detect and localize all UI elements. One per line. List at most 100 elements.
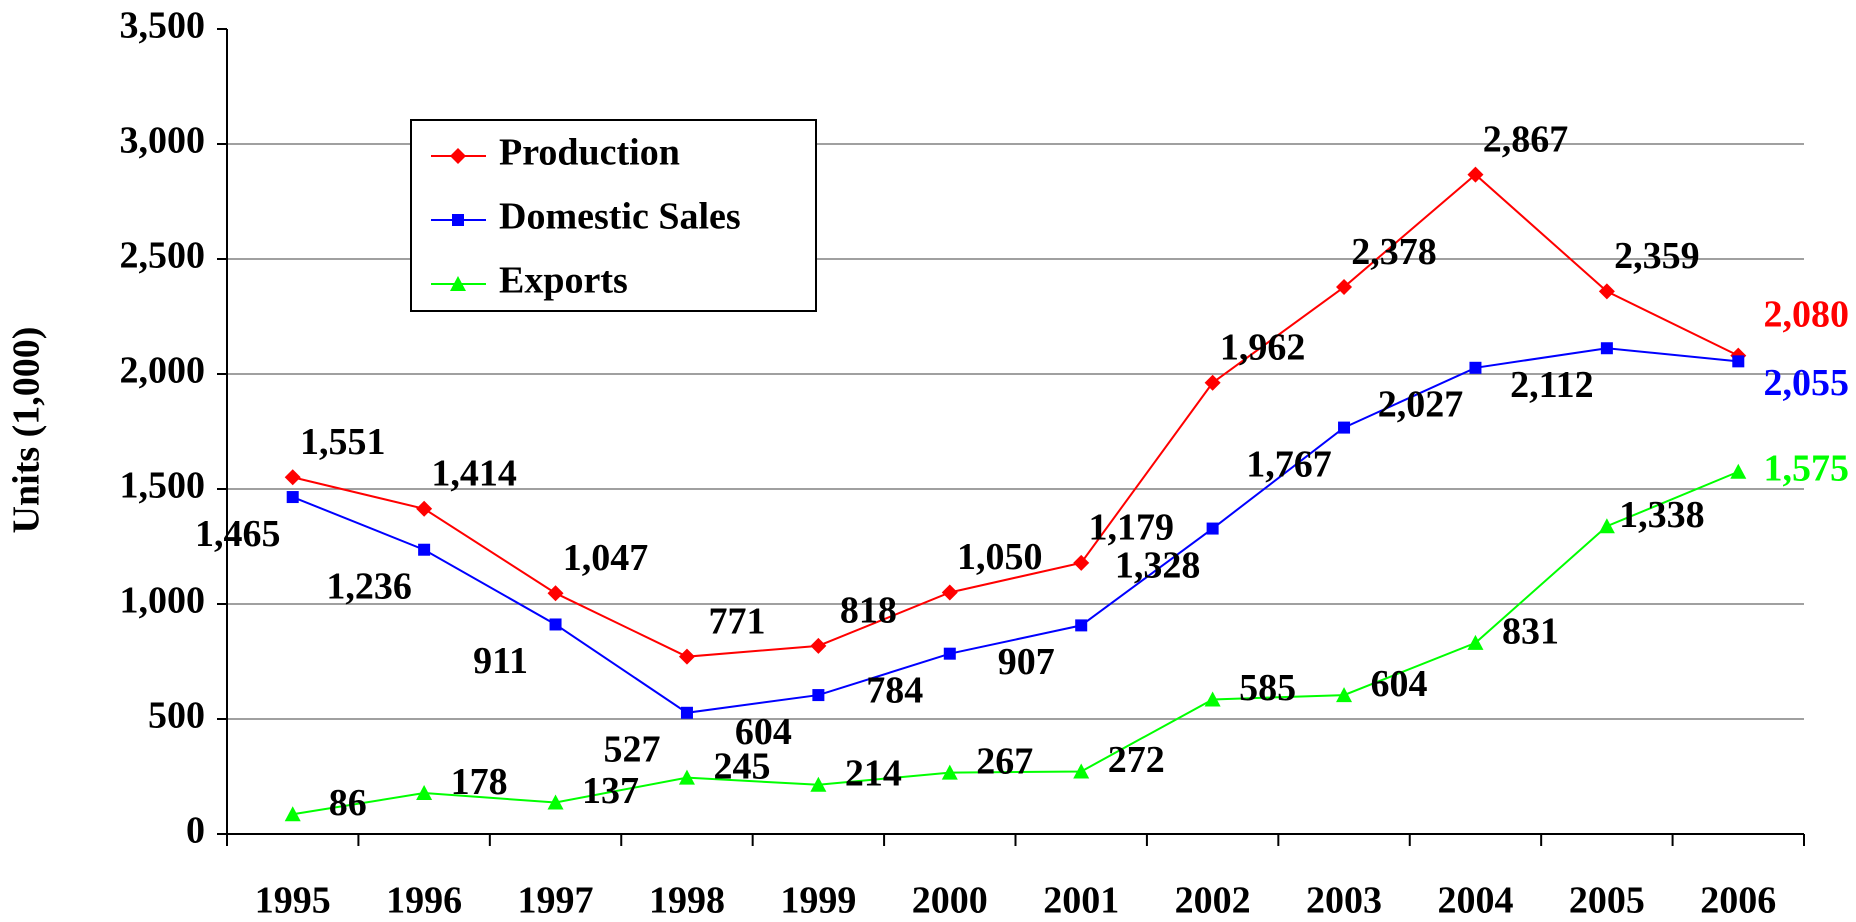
marker bbox=[810, 776, 827, 792]
marker bbox=[1204, 374, 1221, 391]
series-line bbox=[292, 173, 1739, 658]
marker bbox=[1467, 634, 1484, 650]
data-label: 1,050 bbox=[957, 536, 1043, 578]
marker bbox=[1204, 691, 1221, 707]
legend-label: Exports bbox=[499, 260, 628, 302]
y-tick-label: 1,500 bbox=[120, 465, 206, 507]
data-label: 1,551 bbox=[300, 421, 386, 463]
data-label: 86 bbox=[329, 782, 367, 824]
data-label: 1,179 bbox=[1088, 507, 1174, 549]
data-label: 2,080 bbox=[1764, 293, 1850, 335]
x-tick-label: 1995 bbox=[255, 880, 331, 922]
data-label: 2,112 bbox=[1510, 364, 1593, 406]
marker bbox=[1073, 763, 1090, 779]
marker bbox=[1336, 279, 1353, 296]
data-label: 604 bbox=[735, 711, 792, 753]
marker bbox=[284, 469, 301, 486]
data-label: 245 bbox=[713, 745, 770, 787]
data-label: 1,328 bbox=[1115, 544, 1201, 586]
marker bbox=[680, 706, 693, 719]
x-tick-label: 1997 bbox=[518, 880, 594, 922]
x-tick-label: 2002 bbox=[1175, 880, 1251, 922]
data-label: 1,047 bbox=[563, 537, 649, 579]
marker bbox=[810, 637, 827, 654]
marker bbox=[1600, 342, 1613, 355]
marker bbox=[450, 276, 466, 291]
marker bbox=[1730, 463, 1747, 479]
data-label: 1,767 bbox=[1246, 443, 1332, 485]
marker bbox=[286, 491, 299, 504]
y-tick-label: 1,000 bbox=[120, 580, 206, 622]
series-line bbox=[292, 347, 1739, 714]
data-label: 1,236 bbox=[326, 565, 412, 607]
data-label: 1,414 bbox=[431, 452, 517, 494]
data-label: 831 bbox=[1502, 611, 1559, 653]
x-tick-label: 1996 bbox=[386, 880, 462, 922]
y-axis-title: Units (1,000) bbox=[6, 327, 48, 534]
y-tick-label: 500 bbox=[148, 695, 205, 737]
marker bbox=[284, 806, 301, 822]
marker bbox=[547, 585, 564, 602]
data-label: 2,378 bbox=[1351, 231, 1437, 273]
data-label: 771 bbox=[708, 600, 765, 642]
data-label: 2,027 bbox=[1378, 384, 1464, 426]
marker bbox=[1469, 361, 1482, 374]
x-tick-label: 2006 bbox=[1700, 880, 1776, 922]
x-tick-label: 2005 bbox=[1569, 880, 1645, 922]
data-label: 2,359 bbox=[1614, 235, 1700, 277]
data-label: 604 bbox=[1371, 663, 1428, 705]
x-tick-label: 1998 bbox=[649, 880, 725, 922]
legend-label: Production bbox=[499, 132, 680, 174]
marker bbox=[1338, 421, 1351, 434]
x-tick-label: 2001 bbox=[1043, 880, 1119, 922]
marker bbox=[1467, 166, 1484, 183]
data-label: 272 bbox=[1108, 739, 1165, 781]
marker bbox=[1732, 355, 1745, 368]
data-label: 907 bbox=[998, 641, 1055, 683]
marker bbox=[1336, 687, 1353, 703]
y-tick-label: 2,000 bbox=[120, 350, 206, 392]
marker bbox=[812, 689, 825, 702]
x-tick-label: 2004 bbox=[1437, 880, 1513, 922]
data-label: 2,867 bbox=[1483, 118, 1569, 160]
data-label: 911 bbox=[473, 640, 528, 682]
marker bbox=[678, 769, 695, 785]
y-tick-label: 3,000 bbox=[120, 120, 206, 162]
series-line bbox=[292, 470, 1739, 816]
marker bbox=[678, 648, 695, 665]
y-tick-label: 0 bbox=[186, 810, 205, 852]
marker bbox=[1598, 283, 1615, 300]
marker bbox=[418, 543, 431, 556]
marker bbox=[416, 500, 433, 517]
marker bbox=[416, 785, 433, 801]
legend-box bbox=[410, 119, 817, 312]
marker bbox=[1075, 619, 1088, 632]
data-label: 2,055 bbox=[1764, 362, 1850, 404]
data-label: 214 bbox=[845, 752, 902, 794]
marker bbox=[549, 618, 562, 631]
data-label: 178 bbox=[451, 761, 508, 803]
data-label: 1,575 bbox=[1764, 447, 1850, 489]
data-label: 267 bbox=[976, 740, 1033, 782]
x-tick-label: 2000 bbox=[912, 880, 988, 922]
marker bbox=[452, 214, 464, 226]
marker bbox=[943, 647, 956, 660]
x-tick-label: 1999 bbox=[780, 880, 856, 922]
legend-label: Domestic Sales bbox=[499, 196, 741, 238]
marker bbox=[941, 584, 958, 601]
y-tick-label: 3,500 bbox=[120, 5, 206, 47]
marker bbox=[941, 764, 958, 780]
data-label: 1,465 bbox=[195, 513, 281, 555]
marker bbox=[1206, 522, 1219, 535]
marker bbox=[547, 794, 564, 810]
marker bbox=[1073, 554, 1090, 571]
y-tick-label: 2,500 bbox=[120, 235, 206, 277]
marker bbox=[450, 148, 466, 164]
data-label: 585 bbox=[1239, 667, 1296, 709]
marker bbox=[1598, 518, 1615, 534]
data-label: 527 bbox=[603, 729, 660, 771]
data-label: 1,338 bbox=[1619, 494, 1705, 536]
data-label: 1,962 bbox=[1220, 326, 1306, 368]
x-tick-label: 2003 bbox=[1306, 880, 1382, 922]
